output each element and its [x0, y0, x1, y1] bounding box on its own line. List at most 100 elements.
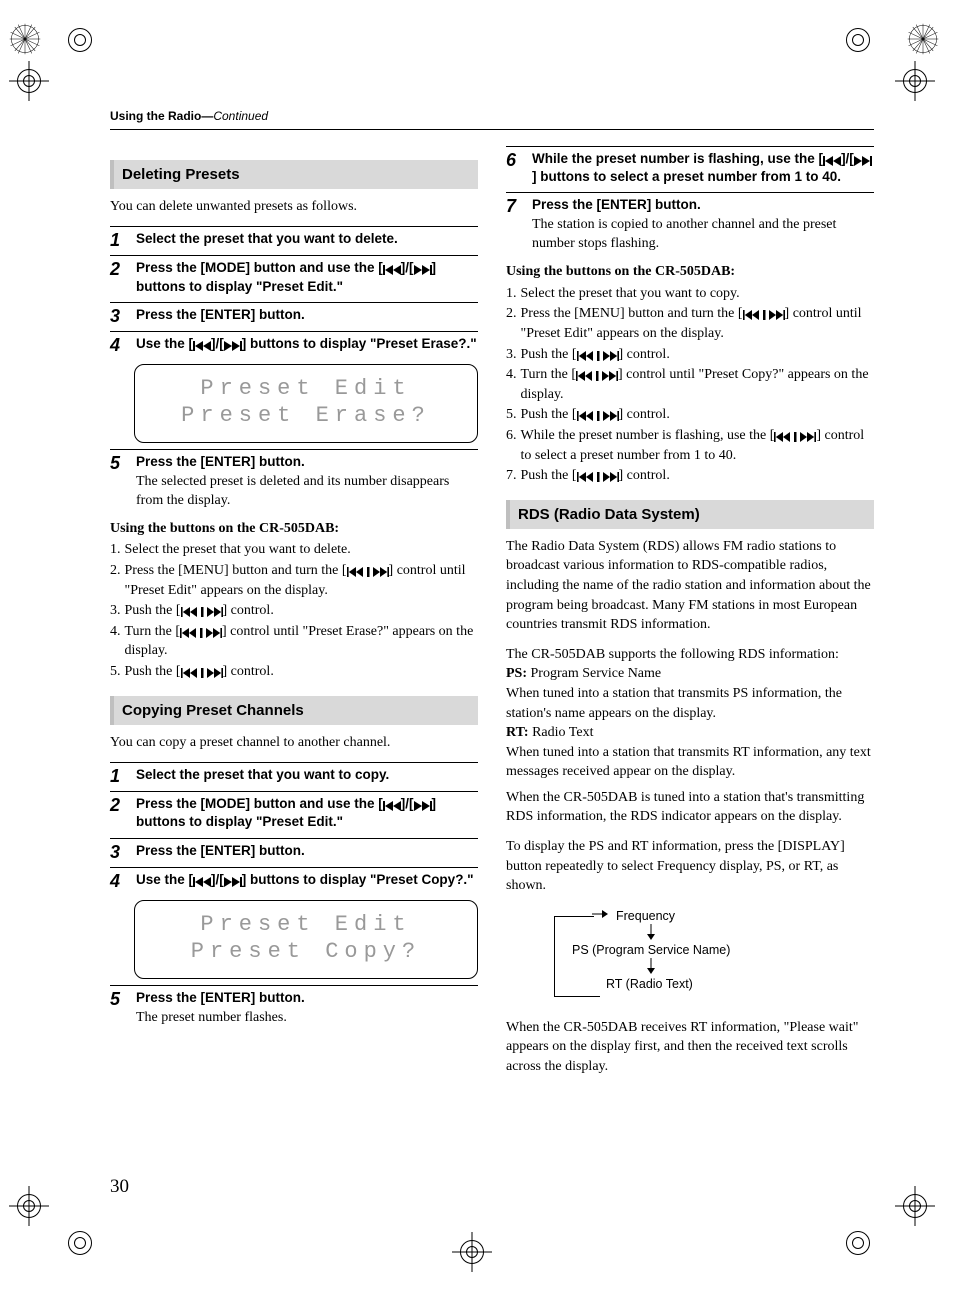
lcd-line: Preset Edit: [143, 911, 469, 939]
prev-next-icon: [774, 432, 816, 442]
step-subtext: The preset number flashes.: [136, 1009, 305, 1028]
lcd-display-copy: Preset Edit Preset Copy?: [134, 900, 478, 979]
register-mark-r-target-top: [900, 66, 940, 106]
prev-next-icon: [180, 628, 222, 638]
alt-steps-copying: 1.Select the preset that you want to cop…: [506, 284, 874, 486]
alt-header: Using the buttons on the CR-505DAB:: [506, 262, 874, 282]
register-mark-tl-circle: [68, 28, 108, 68]
prev-track-icon: [193, 341, 211, 351]
alt-step: 3.Push the [] control.: [506, 345, 874, 365]
prev-track-icon: [193, 877, 211, 887]
prev-track-icon: [383, 265, 401, 275]
copying-intro: You can copy a preset channel to another…: [110, 733, 478, 753]
rds-p5: When the CR-505DAB receives RT informati…: [506, 1018, 874, 1077]
arrow-down-icon: [646, 958, 656, 974]
alt-step: 6.While the preset number is flashing, u…: [506, 426, 874, 465]
step: 2 Press the [MODE] button and use the []…: [110, 255, 478, 295]
register-mark-br-circle: [846, 1231, 886, 1271]
register-mark-tr-fan: [906, 22, 946, 62]
prev-next-icon: [181, 607, 223, 617]
next-track-icon: [414, 265, 432, 275]
deleting-intro: You can delete unwanted presets as follo…: [110, 197, 478, 217]
alt-step: 2.Press the [MENU] button and turn the […: [506, 304, 874, 343]
step: 3 Press the [ENTER] button.: [110, 838, 478, 861]
next-track-icon: [224, 877, 242, 887]
register-mark-r-target-bot: [900, 1191, 940, 1231]
alt-steps-deleting: 1.Select the preset that you want to del…: [110, 540, 478, 681]
step-text: Press the [ENTER] button. The station is…: [532, 196, 874, 254]
step-number: 2: [110, 796, 128, 814]
step-number: 4: [110, 336, 128, 354]
alt-step: 4.Turn the [] control until "Preset Copy…: [506, 365, 874, 404]
step-text: Press the [ENTER] button.: [136, 842, 305, 860]
running-head-status: Continued: [213, 109, 268, 123]
step-number: 3: [110, 307, 128, 325]
step-text: While the preset number is flashing, use…: [532, 150, 874, 186]
running-head-section: Using the Radio—: [110, 109, 213, 123]
arrow-down-icon: [646, 924, 656, 940]
diagram-ps-label: PS (Program Service Name): [572, 942, 730, 960]
next-track-icon: [414, 801, 432, 811]
rds-rt: RT: Radio Text: [506, 723, 874, 743]
register-mark-l-target-top: [14, 66, 54, 106]
step-number: 6: [506, 151, 524, 169]
lcd-line: Preset Edit: [143, 375, 469, 403]
step: 4 Use the []/[] buttons to display "Pres…: [110, 331, 478, 354]
next-track-icon: [854, 156, 872, 166]
diagram-freq-label: Frequency: [616, 908, 675, 926]
step-subtext: The selected preset is deleted and its n…: [136, 473, 478, 511]
step: 2 Press the [MODE] button and use the []…: [110, 791, 478, 831]
step-text: Press the [MODE] button and use the []/[…: [136, 259, 478, 295]
arrow-right-icon: [592, 909, 608, 923]
lcd-line: Preset Erase?: [143, 402, 469, 430]
rds-ps-desc: When tuned into a station that transmits…: [506, 684, 874, 723]
next-track-icon: [224, 341, 242, 351]
step-text: Press the [MODE] button and use the []/[…: [136, 795, 478, 831]
step: 3 Press the [ENTER] button.: [110, 302, 478, 325]
rds-p3: When the CR-505DAB is tuned into a stati…: [506, 788, 874, 827]
prev-next-icon: [181, 668, 223, 678]
rds-p1: The Radio Data System (RDS) allows FM ra…: [506, 537, 874, 635]
alt-step: 1.Select the preset that you want to del…: [110, 540, 478, 560]
step-number: 7: [506, 197, 524, 215]
step: 5 Press the [ENTER] button. The preset n…: [110, 985, 478, 1028]
step-text: Press the [ENTER] button. The preset num…: [136, 989, 305, 1028]
alt-step: 5.Push the [] control.: [110, 662, 478, 682]
alt-step: 5.Push the [] control.: [506, 405, 874, 425]
step-text: Select the preset that you want to copy.: [136, 766, 389, 784]
step: 7 Press the [ENTER] button. The station …: [506, 192, 874, 254]
step: 6 While the preset number is flashing, u…: [506, 146, 874, 186]
step-number: 1: [110, 231, 128, 249]
rds-cycle-diagram: Frequency PS (Program Service Name) RT (…: [554, 908, 874, 1004]
page-content: Using the Radio—Continued Deleting Prese…: [110, 108, 874, 1197]
lcd-line: Preset Copy?: [143, 938, 469, 966]
prev-next-icon: [577, 472, 619, 482]
rds-p4: To display the PS and RT information, pr…: [506, 837, 874, 896]
alt-step: 2.Press the [MENU] button and turn the […: [110, 561, 478, 600]
alt-step: 4.Turn the [] control until "Preset Eras…: [110, 622, 478, 661]
rds-ps: PS: Program Service Name: [506, 664, 874, 684]
register-mark-bl-circle: [68, 1231, 108, 1271]
register-mark-l-target-bot: [14, 1191, 54, 1231]
step: 4 Use the []/[] buttons to display "Pres…: [110, 867, 478, 890]
register-mark-tr-circle: [846, 28, 886, 68]
prev-track-icon: [383, 801, 401, 811]
step-number: 5: [110, 454, 128, 472]
alt-step: 7.Push the [] control.: [506, 466, 874, 486]
step: 5 Press the [ENTER] button. The selected…: [110, 449, 478, 511]
running-head: Using the Radio—Continued: [110, 108, 874, 130]
step-text: Select the preset that you want to delet…: [136, 230, 398, 248]
alt-step: 1.Select the preset that you want to cop…: [506, 284, 874, 304]
section-copying-presets: Copying Preset Channels: [110, 696, 478, 725]
prev-next-icon: [577, 351, 619, 361]
alt-header: Using the buttons on the CR-505DAB:: [110, 519, 478, 539]
step-text: Use the []/[] buttons to display "Preset…: [136, 871, 474, 889]
prev-next-icon: [743, 310, 785, 320]
diagram-rt-label: RT (Radio Text): [606, 976, 693, 994]
section-deleting-presets: Deleting Presets: [110, 160, 478, 189]
step-text: Use the []/[] buttons to display "Preset…: [136, 335, 477, 353]
step-number: 2: [110, 260, 128, 278]
register-mark-bc-target: [457, 1237, 497, 1277]
step-text: Press the [ENTER] button.: [136, 306, 305, 324]
prev-next-icon: [577, 411, 619, 421]
